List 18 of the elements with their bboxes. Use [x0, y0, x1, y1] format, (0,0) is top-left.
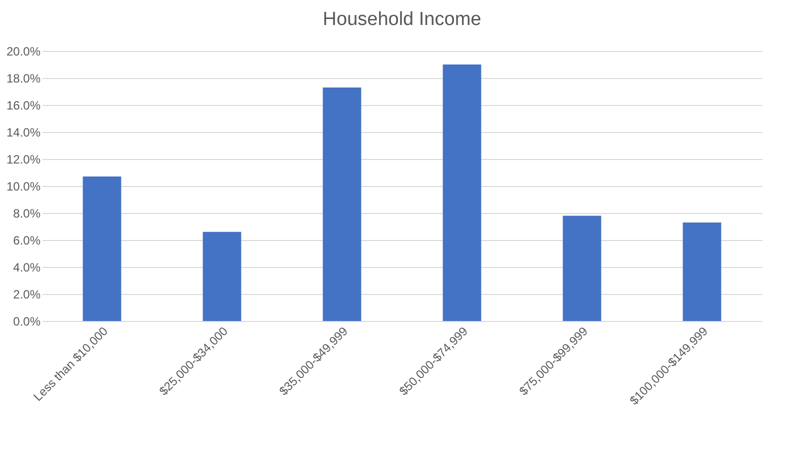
chart-title: Household Income [322, 9, 482, 30]
y-tick-label: 6.0% [13, 234, 41, 248]
bar [82, 176, 122, 321]
y-tick-label: 0.0% [13, 314, 41, 328]
y-tick-label: 16.0% [6, 98, 41, 112]
bar [562, 216, 602, 321]
y-tick-label: 20.0% [6, 44, 41, 58]
y-tick-label: 4.0% [13, 260, 41, 274]
bar [322, 87, 362, 321]
bar [442, 64, 482, 321]
y-tick-label: 18.0% [6, 72, 41, 86]
y-tick-label: 12.0% [6, 152, 41, 166]
y-tick-label: 8.0% [13, 206, 41, 220]
bar [202, 232, 242, 321]
y-tick-label: 10.0% [6, 180, 41, 194]
bar [682, 222, 722, 321]
y-tick-label: 2.0% [13, 288, 41, 302]
y-tick-label: 14.0% [6, 126, 41, 140]
